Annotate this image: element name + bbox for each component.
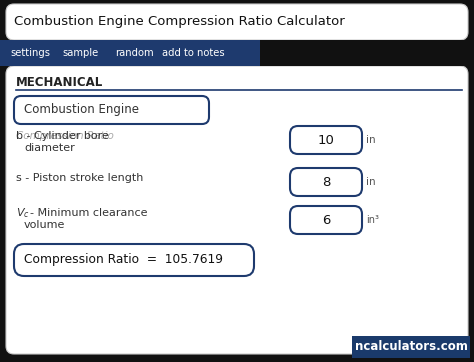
Text: s - Piston stroke length: s - Piston stroke length (16, 173, 143, 183)
FancyBboxPatch shape (14, 244, 254, 276)
Text: - Minimum clearance: - Minimum clearance (30, 208, 147, 218)
Text: Compression Ratio  =  105.7619: Compression Ratio = 105.7619 (24, 253, 223, 266)
Text: Compression Ratio: Compression Ratio (16, 131, 114, 141)
Text: diameter: diameter (24, 143, 75, 153)
FancyBboxPatch shape (6, 4, 468, 40)
FancyBboxPatch shape (6, 66, 468, 354)
FancyBboxPatch shape (0, 40, 474, 66)
Text: b - Cylinder bore: b - Cylinder bore (16, 131, 109, 141)
FancyBboxPatch shape (14, 96, 209, 124)
FancyBboxPatch shape (0, 40, 260, 66)
Text: random: random (115, 48, 154, 58)
Text: Combustion Engine: Combustion Engine (24, 104, 139, 117)
Text: in³: in³ (366, 215, 379, 225)
Text: settings: settings (10, 48, 50, 58)
FancyBboxPatch shape (290, 126, 362, 154)
Text: 8: 8 (322, 176, 330, 189)
FancyBboxPatch shape (352, 336, 470, 358)
Text: ncalculators.com: ncalculators.com (355, 341, 467, 354)
Text: in: in (366, 177, 375, 187)
Text: volume: volume (24, 220, 65, 230)
Text: add to notes: add to notes (162, 48, 225, 58)
Text: MECHANICAL: MECHANICAL (16, 76, 103, 88)
FancyBboxPatch shape (290, 206, 362, 234)
Text: in: in (366, 135, 375, 145)
Text: $V_c$: $V_c$ (16, 206, 30, 220)
Text: 6: 6 (322, 214, 330, 227)
Text: Combustion Engine Compression Ratio Calculator: Combustion Engine Compression Ratio Calc… (14, 16, 345, 29)
Text: sample: sample (62, 48, 98, 58)
FancyBboxPatch shape (290, 168, 362, 196)
Text: 10: 10 (318, 134, 335, 147)
